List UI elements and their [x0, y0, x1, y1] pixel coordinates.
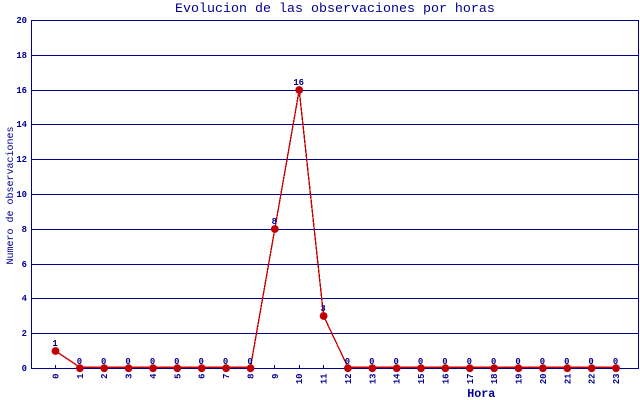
svg-text:Numero de observaciones: Numero de observaciones — [5, 126, 17, 264]
svg-text:12: 12 — [344, 374, 354, 385]
svg-text:8: 8 — [247, 374, 257, 379]
svg-text:3: 3 — [320, 304, 325, 314]
svg-text:2: 2 — [100, 374, 110, 379]
svg-text:7: 7 — [222, 374, 232, 379]
svg-text:0: 0 — [369, 357, 374, 367]
svg-text:0: 0 — [418, 357, 423, 367]
svg-text:0: 0 — [52, 374, 62, 379]
svg-text:1: 1 — [76, 374, 86, 379]
svg-text:0: 0 — [442, 357, 447, 367]
svg-text:0: 0 — [22, 364, 27, 374]
svg-text:8: 8 — [22, 225, 27, 235]
svg-text:6: 6 — [198, 374, 208, 379]
svg-text:0: 0 — [174, 357, 179, 367]
svg-text:Hora: Hora — [467, 387, 495, 400]
svg-text:0: 0 — [247, 357, 252, 367]
svg-text:0: 0 — [515, 357, 520, 367]
svg-text:22: 22 — [588, 374, 598, 385]
svg-text:0: 0 — [588, 357, 593, 367]
svg-text:19: 19 — [515, 374, 525, 385]
svg-text:4: 4 — [22, 294, 28, 304]
svg-text:0: 0 — [77, 357, 82, 367]
svg-text:23: 23 — [612, 374, 622, 385]
svg-text:0: 0 — [613, 357, 618, 367]
svg-text:18: 18 — [16, 51, 27, 61]
svg-text:20: 20 — [16, 16, 27, 26]
svg-text:20: 20 — [539, 374, 549, 385]
svg-text:10: 10 — [295, 374, 305, 385]
svg-text:10: 10 — [16, 190, 27, 200]
svg-text:18: 18 — [490, 374, 500, 385]
svg-text:0: 0 — [394, 357, 399, 367]
svg-text:1: 1 — [52, 339, 57, 349]
svg-text:0: 0 — [345, 357, 350, 367]
svg-text:21: 21 — [563, 374, 573, 385]
svg-text:15: 15 — [417, 374, 427, 385]
svg-text:5: 5 — [173, 374, 183, 379]
svg-text:16: 16 — [293, 78, 304, 88]
svg-text:0: 0 — [540, 357, 545, 367]
svg-text:9: 9 — [271, 374, 281, 379]
svg-text:14: 14 — [16, 120, 27, 130]
svg-text:0: 0 — [564, 357, 569, 367]
svg-text:14: 14 — [393, 373, 403, 384]
svg-text:4: 4 — [149, 373, 159, 379]
svg-text:Evolucion de las observaciones: Evolucion de las observaciones por horas — [175, 2, 495, 17]
svg-text:13: 13 — [368, 374, 378, 385]
svg-text:2: 2 — [22, 329, 27, 339]
svg-text:0: 0 — [125, 357, 130, 367]
svg-text:3: 3 — [125, 374, 135, 379]
svg-text:11: 11 — [320, 374, 330, 385]
svg-text:0: 0 — [223, 357, 228, 367]
svg-text:0: 0 — [467, 357, 472, 367]
svg-text:0: 0 — [491, 357, 496, 367]
svg-text:16: 16 — [16, 86, 27, 96]
svg-text:0: 0 — [199, 357, 204, 367]
svg-text:12: 12 — [16, 155, 27, 165]
svg-text:16: 16 — [441, 374, 451, 385]
svg-text:0: 0 — [101, 357, 106, 367]
svg-text:17: 17 — [466, 374, 476, 385]
svg-text:6: 6 — [22, 260, 27, 270]
svg-text:8: 8 — [272, 217, 277, 227]
svg-text:0: 0 — [150, 357, 155, 367]
